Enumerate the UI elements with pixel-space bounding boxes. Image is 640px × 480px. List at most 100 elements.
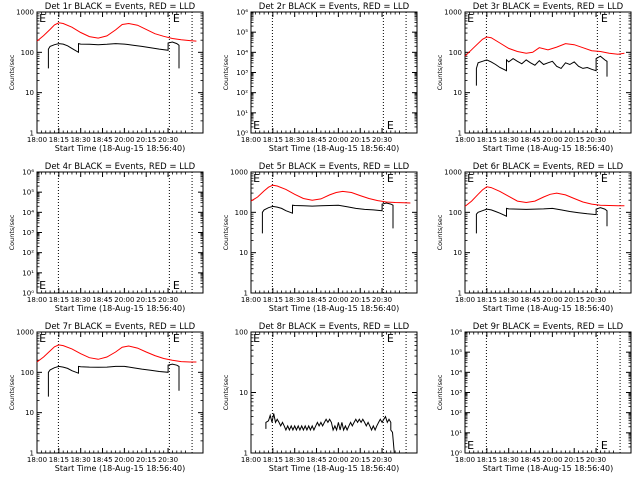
x-tick-label: 20:15	[136, 136, 156, 144]
y-axis-label: Counts/sec	[436, 374, 444, 410]
x-tick-label: 18:30	[71, 296, 91, 304]
y-tick-label: 10³	[236, 69, 248, 77]
y-tick-label: 10⁵	[236, 29, 248, 37]
events-rate-line	[47, 41, 180, 69]
y-tick-label: 10¹	[450, 429, 462, 437]
y-tick-label: 1000	[230, 169, 248, 177]
detector-panel: Det 4r BLACK = Events, RED = LLD 10⁰ 10¹ 10…	[8, 162, 204, 313]
detector-panel: Det 2r BLACK = Events, RED = LLD 10⁰ 10¹ 10…	[222, 2, 418, 153]
y-tick-label: 10⁶	[22, 169, 34, 177]
e-marker: E	[467, 12, 474, 25]
x-tick-label: 20:30	[586, 456, 606, 464]
x-tick-label: 20:30	[158, 136, 178, 144]
events-rate-line	[475, 55, 608, 86]
y-tick-label: 10⁴	[22, 209, 34, 217]
x-tick-label: 18:30	[71, 456, 91, 464]
x-tick-label: 20:30	[586, 296, 606, 304]
x-tick-label: 18:30	[285, 456, 305, 464]
y-tick-label: 10	[239, 249, 248, 257]
x-tick-label: 18:45	[306, 296, 326, 304]
plot-frame	[464, 331, 632, 454]
e-marker: E	[601, 12, 608, 25]
x-tick-label: 20:30	[158, 296, 178, 304]
x-tick-label: 18:00	[455, 456, 475, 464]
x-tick-label: 18:15	[477, 136, 497, 144]
panel-title: Det 3r BLACK = Events, RED = LLD	[473, 2, 624, 12]
x-tick-label: 18:45	[92, 456, 112, 464]
plot-frame	[464, 11, 632, 134]
y-tick-label: 1	[458, 130, 462, 138]
plot-frame	[250, 11, 418, 134]
e-marker: E	[601, 172, 608, 185]
e-marker: E	[253, 332, 260, 345]
x-axis-label: Start Time (18-Aug-15 18:56:40)	[483, 304, 614, 313]
detector-panel: Det 1r BLACK = Events, RED = LLD 1 10 100 10…	[8, 2, 204, 153]
x-tick-label: 20:00	[542, 296, 562, 304]
y-tick-label: 10⁶	[450, 329, 462, 337]
x-tick-label: 18:00	[455, 296, 475, 304]
x-tick-label: 20:15	[564, 136, 584, 144]
detector-panel: Det 7r BLACK = Events, RED = LLD 1 10 100 10…	[8, 322, 204, 473]
y-axis-label: Counts/sec	[436, 214, 444, 250]
y-tick-label: 10¹	[236, 109, 248, 117]
y-tick-label: 10	[239, 389, 248, 397]
x-tick-label: 18:00	[455, 136, 475, 144]
plot-frame	[36, 11, 204, 134]
y-axis-label: Counts/sec	[8, 214, 16, 250]
x-axis-label: Start Time (18-Aug-15 18:56:40)	[269, 464, 400, 473]
y-tick-label: 10⁰	[236, 130, 248, 138]
e-marker: E	[173, 12, 180, 25]
y-tick-label: 10	[25, 89, 34, 97]
x-tick-label: 18:15	[49, 136, 69, 144]
events-rate-line	[47, 363, 180, 397]
detector-panel: Det 3r BLACK = Events, RED = LLD 1 10 100 10…	[436, 2, 632, 153]
y-axis-label: Counts/sec	[222, 214, 230, 250]
x-tick-label: 20:15	[350, 456, 370, 464]
x-tick-label: 18:15	[49, 456, 69, 464]
y-tick-label: 100	[449, 209, 462, 217]
x-tick-label: 18:00	[27, 296, 47, 304]
panel-title: Det 6r BLACK = Events, RED = LLD	[473, 162, 624, 172]
e-marker: E	[601, 439, 608, 452]
x-tick-label: 20:00	[542, 456, 562, 464]
y-axis-label: Counts/sec	[436, 54, 444, 90]
events-rate-line	[261, 202, 394, 234]
e-marker: E	[387, 172, 394, 185]
y-tick-label: 10²	[450, 409, 462, 417]
panel-title: Det 9r BLACK = Events, RED = LLD	[473, 322, 624, 332]
y-tick-label: 1000	[444, 169, 462, 177]
y-tick-label: 10	[453, 249, 462, 257]
y-tick-label: 1	[244, 450, 248, 458]
e-marker: E	[39, 279, 46, 292]
x-tick-label: 18:15	[263, 296, 283, 304]
x-tick-label: 18:30	[285, 296, 305, 304]
x-tick-label: 18:45	[520, 296, 540, 304]
y-tick-label: 10²	[236, 89, 248, 97]
x-tick-label: 18:30	[499, 136, 519, 144]
x-axis-label: Start Time (18-Aug-15 18:56:40)	[483, 144, 614, 153]
x-tick-label: 20:15	[350, 296, 370, 304]
x-tick-label: 20:00	[328, 296, 348, 304]
x-tick-label: 20:15	[564, 456, 584, 464]
y-tick-label: 10³	[450, 389, 462, 397]
e-marker: E	[253, 172, 260, 185]
panel-title: Det 1r BLACK = Events, RED = LLD	[45, 2, 196, 12]
y-tick-label: 10	[25, 409, 34, 417]
y-tick-label: 10³	[22, 229, 34, 237]
x-tick-label: 18:45	[520, 456, 540, 464]
e-marker: E	[173, 279, 180, 292]
lld-rate-line	[250, 184, 411, 204]
x-tick-label: 18:45	[92, 136, 112, 144]
plot-frame	[36, 331, 204, 454]
events-rate-line	[265, 413, 395, 454]
y-tick-label: 10	[453, 89, 462, 97]
y-axis-label: Counts/sec	[8, 54, 16, 90]
y-tick-label: 100	[449, 49, 462, 57]
detector-panel: Det 8r BLACK = Events, RED = LLD 1 10 100 Co…	[222, 322, 418, 473]
x-tick-label: 18:30	[499, 296, 519, 304]
y-tick-label: 10⁶	[236, 9, 248, 17]
x-tick-label: 20:30	[372, 456, 392, 464]
x-tick-label: 20:00	[542, 136, 562, 144]
x-tick-label: 20:30	[158, 456, 178, 464]
detector-panel: Det 5r BLACK = Events, RED = LLD 1 10 100 10…	[222, 162, 418, 313]
